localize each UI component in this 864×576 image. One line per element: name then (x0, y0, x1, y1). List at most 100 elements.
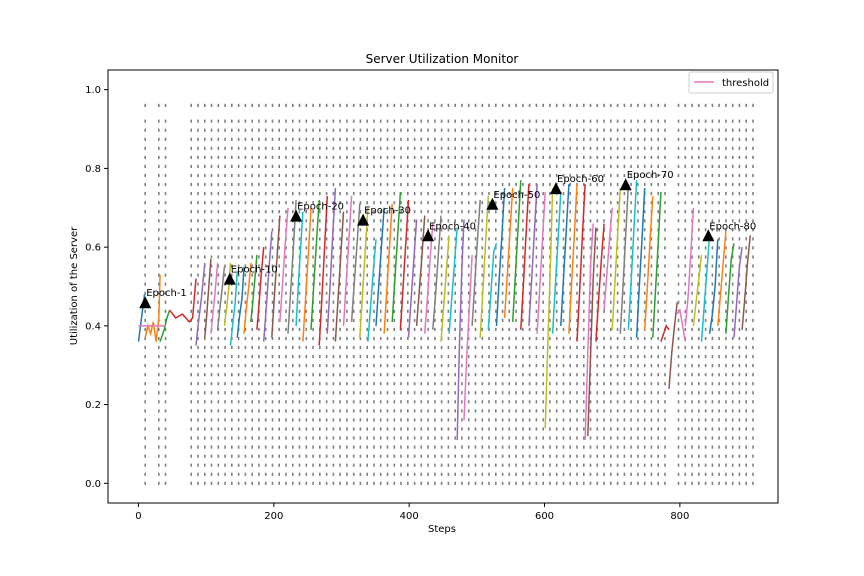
dot-mark (610, 300, 612, 304)
dot-mark (278, 128, 280, 132)
dot-mark (359, 255, 362, 259)
series-line-63 (643, 195, 654, 330)
dot-mark (271, 454, 274, 458)
dot-mark (725, 103, 727, 107)
dot-mark (650, 201, 653, 205)
dot-mark (515, 246, 517, 250)
dot-mark (488, 481, 490, 485)
dot-mark (352, 255, 355, 259)
dot-mark (400, 364, 402, 368)
dot-mark (144, 418, 146, 422)
series-line-4 (169, 278, 197, 324)
dot-mark (352, 237, 355, 241)
dot-mark (725, 128, 727, 132)
dot-mark (224, 219, 226, 223)
dot-mark (407, 454, 409, 458)
dot-mark (373, 164, 375, 168)
dot-mark (400, 146, 402, 150)
dot-mark (379, 155, 382, 159)
dot-mark (576, 103, 578, 107)
dot-mark (562, 373, 565, 377)
dot-mark (515, 201, 517, 205)
dot-mark (339, 192, 341, 196)
dot-mark (467, 103, 470, 107)
dot-mark (528, 237, 531, 241)
dot-mark (454, 355, 456, 359)
dot-mark (359, 345, 362, 350)
dot-mark (237, 472, 240, 476)
dot-mark (359, 472, 362, 476)
dot-mark (379, 373, 382, 377)
dot-mark (630, 472, 632, 476)
dot-mark (278, 472, 280, 476)
dot-mark (461, 454, 463, 458)
dot-mark (144, 345, 146, 350)
dot-mark (271, 400, 274, 404)
dot-mark (292, 409, 294, 413)
dot-mark (319, 273, 321, 277)
dot-mark (691, 282, 693, 286)
dot-mark (359, 210, 362, 214)
dot-mark (752, 201, 754, 205)
dot-mark (698, 373, 700, 377)
dot-mark (244, 273, 247, 277)
dot-mark (144, 445, 146, 449)
dot-mark (244, 255, 247, 259)
dot-mark (704, 481, 707, 485)
dot-mark (731, 345, 734, 350)
dot-mark (298, 373, 301, 377)
dot-mark (434, 373, 436, 377)
dot-mark (285, 291, 287, 295)
dot-mark (427, 373, 429, 377)
dot-mark (643, 445, 646, 449)
dot-mark (271, 219, 274, 223)
dot-mark (522, 155, 524, 159)
dot-mark (657, 327, 659, 331)
dot-mark (454, 119, 456, 123)
dot-mark (312, 436, 314, 440)
dot-mark (393, 255, 396, 259)
dot-mark (285, 336, 287, 341)
dot-mark (488, 201, 490, 205)
dot-mark (210, 201, 213, 205)
dot-mark (745, 103, 747, 107)
dot-mark (197, 255, 199, 259)
dot-mark (718, 345, 720, 350)
dot-mark (190, 210, 192, 214)
dot-mark (164, 327, 167, 331)
dot-mark (271, 228, 274, 232)
dot-mark (637, 336, 639, 341)
dot-mark (616, 454, 619, 458)
dot-mark (271, 445, 274, 449)
dot-mark (643, 291, 646, 295)
dot-mark (440, 119, 443, 123)
dot-mark (718, 192, 720, 196)
dot-mark (610, 454, 612, 458)
dot-mark (386, 201, 389, 205)
dot-mark (650, 137, 653, 141)
dot-mark (569, 246, 571, 250)
dot-mark (461, 327, 463, 331)
dot-mark (738, 164, 741, 168)
series-line-67 (676, 308, 687, 342)
dot-mark (285, 255, 287, 259)
dot-mark (346, 192, 348, 196)
dot-mark (339, 400, 341, 404)
dot-mark (319, 400, 321, 404)
dot-mark (704, 345, 707, 350)
dot-mark (630, 264, 632, 268)
dot-mark (393, 264, 396, 268)
dot-mark (677, 418, 680, 422)
dot-mark (549, 237, 551, 241)
dot-mark (386, 318, 389, 322)
dot-mark (610, 237, 612, 241)
dot-mark (684, 155, 687, 159)
dot-mark (271, 391, 274, 395)
dot-mark (664, 182, 666, 187)
dot-mark (292, 237, 294, 241)
dot-mark (413, 128, 416, 132)
dot-mark (623, 391, 626, 395)
dot-mark (366, 246, 368, 250)
dot-mark (698, 137, 700, 141)
dot-mark (366, 309, 368, 313)
